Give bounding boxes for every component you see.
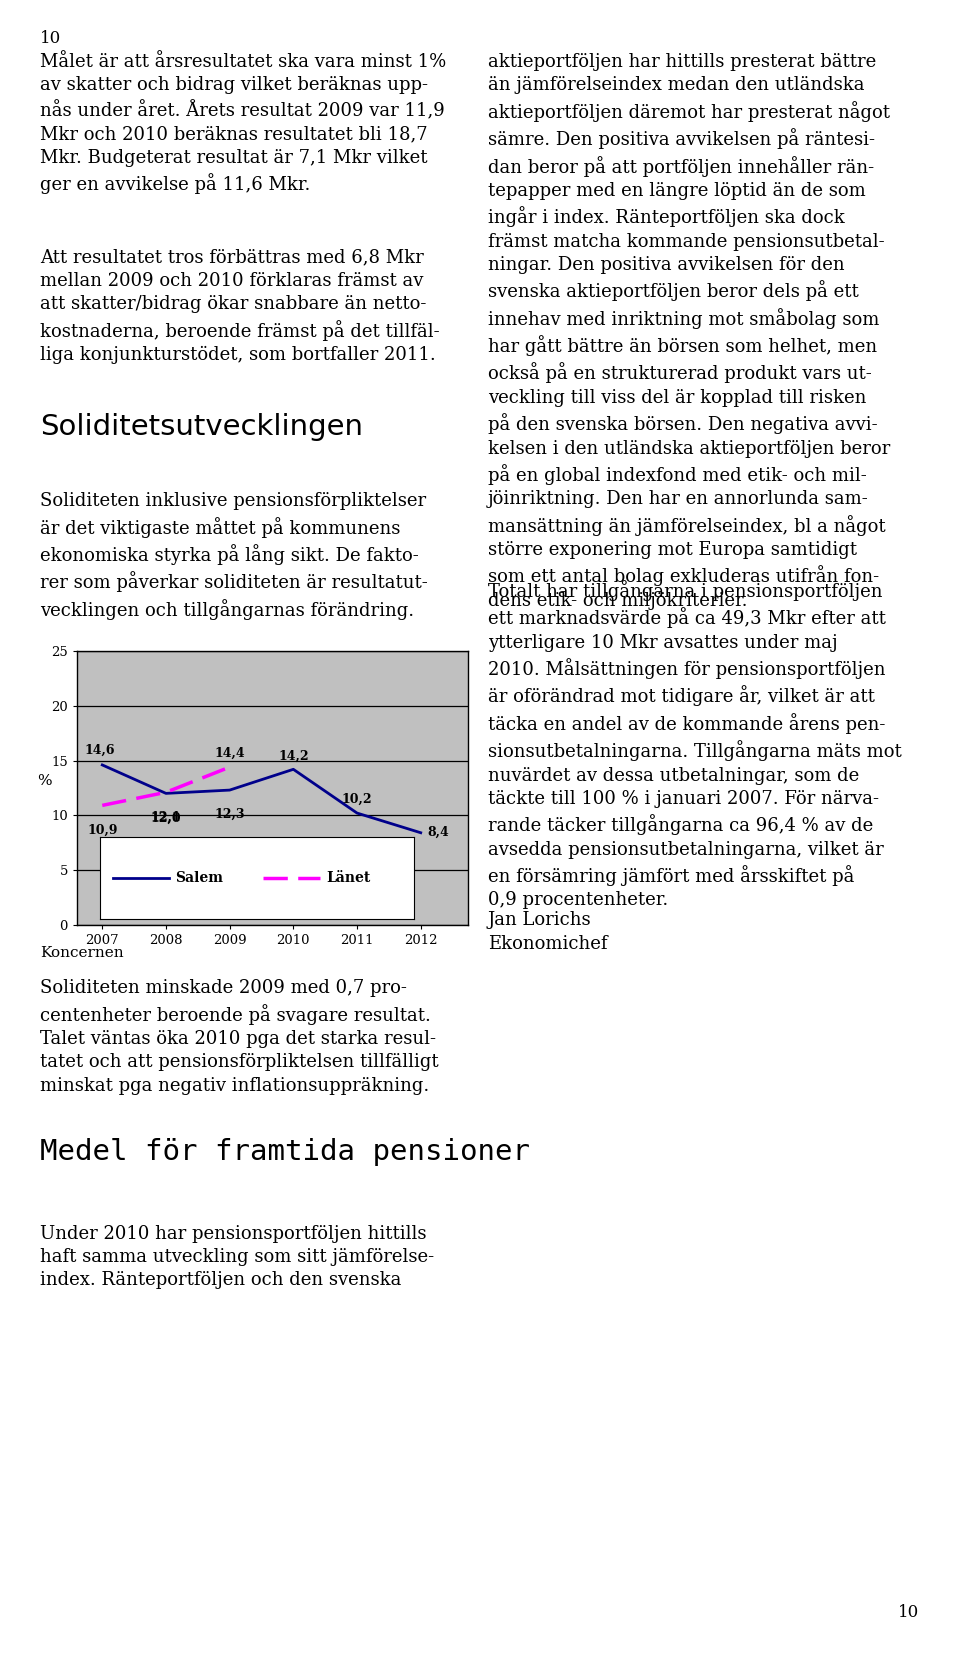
Text: Medel för framtida pensioner: Medel för framtida pensioner [40, 1138, 530, 1167]
Text: 12,3: 12,3 [214, 809, 245, 822]
Text: 8,4: 8,4 [427, 827, 449, 838]
Y-axis label: %: % [36, 774, 52, 789]
Text: 10: 10 [40, 30, 61, 46]
Text: Målet är att årsresultatet ska vara minst 1%
av skatter och bidrag vilket beräkn: Målet är att årsresultatet ska vara mins… [40, 53, 446, 194]
Text: 14,2: 14,2 [278, 749, 309, 762]
Text: Länet: Länet [325, 872, 371, 885]
Text: Under 2010 har pensionsportföljen hittills
haft samma utveckling som sitt jämför: Under 2010 har pensionsportföljen hittil… [40, 1225, 435, 1289]
Text: Soliditeten inklusive pensionsförpliktelser
är det viktigaste måttet på kommunen: Soliditeten inklusive pensionsförpliktel… [40, 492, 428, 620]
Text: 10,2: 10,2 [342, 794, 372, 805]
Text: Soliditeten minskade 2009 med 0,7 pro-
centenheter beroende på svagare resultat.: Soliditeten minskade 2009 med 0,7 pro- c… [40, 979, 439, 1095]
Text: 12,1: 12,1 [151, 810, 181, 824]
Text: 12,0: 12,0 [151, 812, 181, 825]
Text: Salem: Salem [176, 872, 224, 885]
Text: Jan Lorichs
Ekonomichef: Jan Lorichs Ekonomichef [488, 911, 607, 953]
Text: 10,9: 10,9 [87, 824, 117, 837]
Text: Koncernen: Koncernen [40, 946, 124, 959]
Text: Att resultatet tros förbättras med 6,8 Mkr
mellan 2009 och 2010 förklaras främst: Att resultatet tros förbättras med 6,8 M… [40, 249, 440, 365]
Text: 14,4: 14,4 [214, 747, 245, 761]
Text: 14,6: 14,6 [84, 744, 115, 757]
Text: aktieportföljen har hittills presterat bättre
än jämförelseindex medan den utlän: aktieportföljen har hittills presterat b… [488, 53, 890, 610]
Text: 10: 10 [899, 1604, 920, 1621]
Text: Totalt har tillgångarna i pensionsportföljen
ett marknadsvärde på ca 49,3 Mkr ef: Totalt har tillgångarna i pensionsportfö… [488, 580, 901, 910]
Text: Soliditetsutvecklingen: Soliditetsutvecklingen [40, 413, 363, 441]
